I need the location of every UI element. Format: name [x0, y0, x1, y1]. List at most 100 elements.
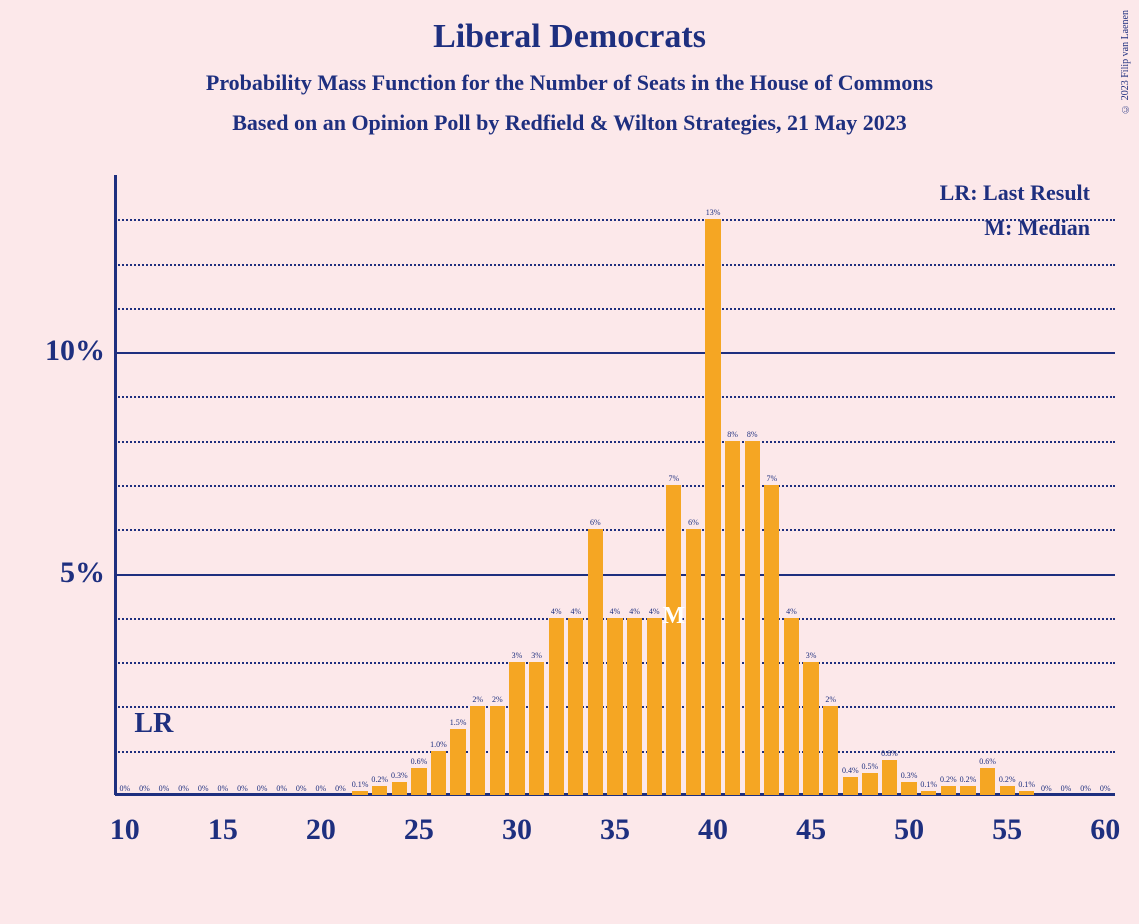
bar-value-label: 0.3%: [391, 771, 408, 780]
bar: [803, 662, 818, 795]
bar-value-label: 0%: [1080, 784, 1091, 793]
bar: [666, 485, 681, 795]
bar-value-label: 0.8%: [881, 749, 898, 758]
gridline: [115, 308, 1115, 310]
gridline: [115, 485, 1115, 487]
gridline: [115, 441, 1115, 443]
bar-value-label: 0%: [1041, 784, 1052, 793]
bar-value-label: 8%: [747, 430, 758, 439]
bar: [705, 219, 720, 795]
bar-value-label: 0%: [276, 784, 287, 793]
bar: [372, 786, 387, 795]
gridline: [115, 264, 1115, 266]
lr-marker: LR: [134, 708, 173, 740]
gridline: [115, 219, 1115, 221]
bar-value-label: 0%: [257, 784, 268, 793]
bar-value-label: 7%: [767, 474, 778, 483]
chart-subtitle-1: Probability Mass Function for the Number…: [0, 70, 1139, 96]
bar: [1019, 791, 1034, 795]
bar-value-label: 2%: [492, 695, 503, 704]
y-tick-label: 10%: [5, 334, 105, 368]
bar-value-label: 0.3%: [901, 771, 918, 780]
bar-value-label: 0.2%: [960, 775, 977, 784]
bar: [941, 786, 956, 795]
bar: [529, 662, 544, 795]
bar-value-label: 0%: [296, 784, 307, 793]
bar-value-label: 3%: [806, 651, 817, 660]
bar-value-label: 0%: [1061, 784, 1072, 793]
bar-value-label: 0%: [335, 784, 346, 793]
bar-value-label: 0.6%: [979, 757, 996, 766]
bar: [392, 782, 407, 795]
bar: [882, 760, 897, 795]
bar: [450, 729, 465, 795]
x-tick-label: 50: [894, 813, 924, 847]
gridline: [115, 396, 1115, 398]
bar-value-label: 13%: [706, 208, 721, 217]
bar: [784, 618, 799, 795]
bar: [980, 768, 995, 795]
bar-value-label: 0.4%: [842, 766, 859, 775]
x-tick-label: 20: [306, 813, 336, 847]
x-tick-label: 40: [698, 813, 728, 847]
bar-value-label: 0%: [119, 784, 130, 793]
bar-value-label: 4%: [551, 607, 562, 616]
bar-value-label: 0.2%: [940, 775, 957, 784]
x-tick-label: 25: [404, 813, 434, 847]
bar-value-label: 6%: [590, 518, 601, 527]
bar-value-label: 0.2%: [371, 775, 388, 784]
bar-value-label: 1.5%: [450, 718, 467, 727]
bar-value-label: 7%: [668, 474, 679, 483]
bar-value-label: 0%: [237, 784, 248, 793]
bar: [470, 706, 485, 795]
bar-value-label: 2%: [472, 695, 483, 704]
bar: [960, 786, 975, 795]
x-tick-label: 35: [600, 813, 630, 847]
chart-title: Liberal Democrats: [0, 0, 1139, 56]
bar: [1000, 786, 1015, 795]
bar-value-label: 4%: [570, 607, 581, 616]
bar-value-label: 0.5%: [862, 762, 879, 771]
bar-value-label: 4%: [786, 607, 797, 616]
bar-value-label: 3%: [531, 651, 542, 660]
bar-value-label: 1.0%: [430, 740, 447, 749]
bar-value-label: 2%: [825, 695, 836, 704]
bar-value-label: 0.1%: [920, 780, 937, 789]
bar-value-label: 0%: [198, 784, 209, 793]
bar: [921, 791, 936, 795]
bar: [725, 441, 740, 795]
bar: [862, 773, 877, 795]
copyright-text: © 2023 Filip van Laenen: [1120, 10, 1131, 114]
bar: [352, 791, 367, 795]
bar: [745, 441, 760, 795]
bar-value-label: 0.2%: [999, 775, 1016, 784]
gridline: [115, 529, 1115, 531]
x-tick-label: 15: [208, 813, 238, 847]
bar-value-label: 0.1%: [1018, 780, 1035, 789]
bar: [686, 529, 701, 795]
bar-value-label: 0.1%: [352, 780, 369, 789]
x-tick-label: 60: [1090, 813, 1120, 847]
bar: [411, 768, 426, 795]
bar-value-label: 4%: [629, 607, 640, 616]
x-tick-label: 55: [992, 813, 1022, 847]
gridline: [115, 352, 1115, 354]
bar: [490, 706, 505, 795]
bar-value-label: 0%: [316, 784, 327, 793]
bar-value-label: 0%: [178, 784, 189, 793]
bar: [431, 751, 446, 795]
bar-value-label: 6%: [688, 518, 699, 527]
x-tick-label: 10: [110, 813, 140, 847]
bar: [647, 618, 662, 795]
bar: [509, 662, 524, 795]
bar: [901, 782, 916, 795]
bar: [764, 485, 779, 795]
bar-value-label: 8%: [727, 430, 738, 439]
y-axis: [114, 175, 117, 795]
y-tick-label: 5%: [5, 556, 105, 590]
bar: [568, 618, 583, 795]
chart-area: LR: Last Result M: Median 5%10%101520253…: [115, 175, 1115, 795]
bar-value-label: 4%: [610, 607, 621, 616]
bar: [627, 618, 642, 795]
bar: [843, 777, 858, 795]
